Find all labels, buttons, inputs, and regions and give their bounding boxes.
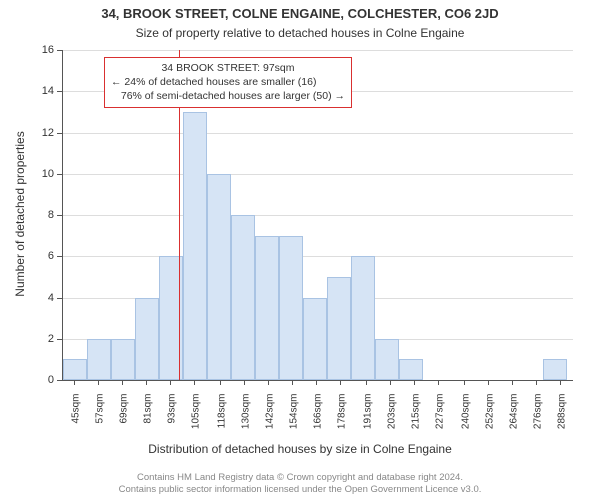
x-tick-label: 69sqm	[119, 394, 130, 444]
y-tick-label: 16	[34, 44, 54, 56]
histogram-bar	[327, 277, 351, 380]
x-tick-label: 227sqm	[435, 394, 446, 444]
x-tick	[194, 380, 195, 385]
histogram-bar	[279, 236, 303, 380]
histogram-bar	[183, 112, 207, 380]
y-tick	[57, 91, 62, 92]
x-tick	[292, 380, 293, 385]
x-tick	[244, 380, 245, 385]
x-tick-label: 45sqm	[71, 394, 82, 444]
x-tick	[414, 380, 415, 385]
footer-line-2: Contains public sector information licen…	[0, 484, 600, 496]
page-subtitle: Size of property relative to detached ho…	[0, 26, 600, 40]
gridline	[63, 256, 573, 257]
gridline	[63, 50, 573, 51]
histogram-bar	[399, 359, 423, 380]
y-tick-label: 14	[34, 85, 54, 97]
histogram-bar	[207, 174, 231, 380]
x-tick	[340, 380, 341, 385]
x-tick	[220, 380, 221, 385]
y-tick-label: 12	[34, 127, 54, 139]
gridline	[63, 215, 573, 216]
y-tick	[57, 256, 62, 257]
gridline	[63, 133, 573, 134]
x-tick-label: 93sqm	[167, 394, 178, 444]
x-tick-label: 215sqm	[411, 394, 422, 444]
histogram-bar	[255, 236, 279, 380]
histogram-bar	[543, 359, 567, 380]
x-tick-label: 203sqm	[387, 394, 398, 444]
y-tick	[57, 133, 62, 134]
callout-line: 76% of semi-detached houses are larger (…	[111, 89, 345, 103]
x-tick	[438, 380, 439, 385]
y-tick-label: 8	[34, 209, 54, 221]
y-tick	[57, 298, 62, 299]
x-tick	[268, 380, 269, 385]
y-tick-label: 10	[34, 168, 54, 180]
x-tick	[170, 380, 171, 385]
callout-line: 34 BROOK STREET: 97sqm	[111, 61, 345, 75]
x-tick	[536, 380, 537, 385]
y-tick	[57, 339, 62, 340]
callout-box: 34 BROOK STREET: 97sqm← 24% of detached …	[104, 57, 352, 108]
footer-line-1: Contains HM Land Registry data © Crown c…	[0, 472, 600, 484]
x-tick	[464, 380, 465, 385]
x-tick-label: 252sqm	[485, 394, 496, 444]
page-title: 34, BROOK STREET, COLNE ENGAINE, COLCHES…	[0, 6, 600, 21]
histogram-bar	[111, 339, 135, 380]
y-tick	[57, 215, 62, 216]
x-tick	[366, 380, 367, 385]
x-tick-label: 142sqm	[265, 394, 276, 444]
histogram-bar	[375, 339, 399, 380]
x-tick	[122, 380, 123, 385]
x-tick	[146, 380, 147, 385]
y-tick	[57, 380, 62, 381]
x-tick-label: 191sqm	[363, 394, 374, 444]
x-tick-label: 118sqm	[217, 394, 228, 444]
callout-line: ← 24% of detached houses are smaller (16…	[111, 75, 345, 89]
y-tick-label: 4	[34, 292, 54, 304]
histogram-bar	[87, 339, 111, 380]
x-tick	[98, 380, 99, 385]
x-tick-label: 288sqm	[557, 394, 568, 444]
gridline	[63, 174, 573, 175]
histogram-bar	[351, 256, 375, 380]
histogram-bar	[135, 298, 159, 381]
y-tick-label: 0	[34, 374, 54, 386]
y-tick-label: 6	[34, 250, 54, 262]
x-tick-label: 166sqm	[313, 394, 324, 444]
x-tick	[488, 380, 489, 385]
x-tick	[74, 380, 75, 385]
x-tick-label: 154sqm	[289, 394, 300, 444]
x-tick-label: 130sqm	[241, 394, 252, 444]
x-tick	[560, 380, 561, 385]
x-tick-label: 105sqm	[191, 394, 202, 444]
x-tick-label: 276sqm	[533, 394, 544, 444]
footer-attribution: Contains HM Land Registry data © Crown c…	[0, 472, 600, 496]
y-tick-label: 2	[34, 333, 54, 345]
x-tick-label: 57sqm	[95, 394, 106, 444]
y-axis-title: Number of detached properties	[13, 64, 27, 364]
x-tick	[512, 380, 513, 385]
histogram-bar	[303, 298, 327, 381]
x-tick	[316, 380, 317, 385]
x-tick	[390, 380, 391, 385]
histogram-bar	[231, 215, 255, 380]
histogram-bar	[63, 359, 87, 380]
x-tick-label: 178sqm	[337, 394, 348, 444]
x-tick-label: 240sqm	[461, 394, 472, 444]
y-tick	[57, 174, 62, 175]
y-tick	[57, 50, 62, 51]
x-axis-title: Distribution of detached houses by size …	[0, 442, 600, 456]
x-tick-label: 264sqm	[509, 394, 520, 444]
x-tick-label: 81sqm	[143, 394, 154, 444]
